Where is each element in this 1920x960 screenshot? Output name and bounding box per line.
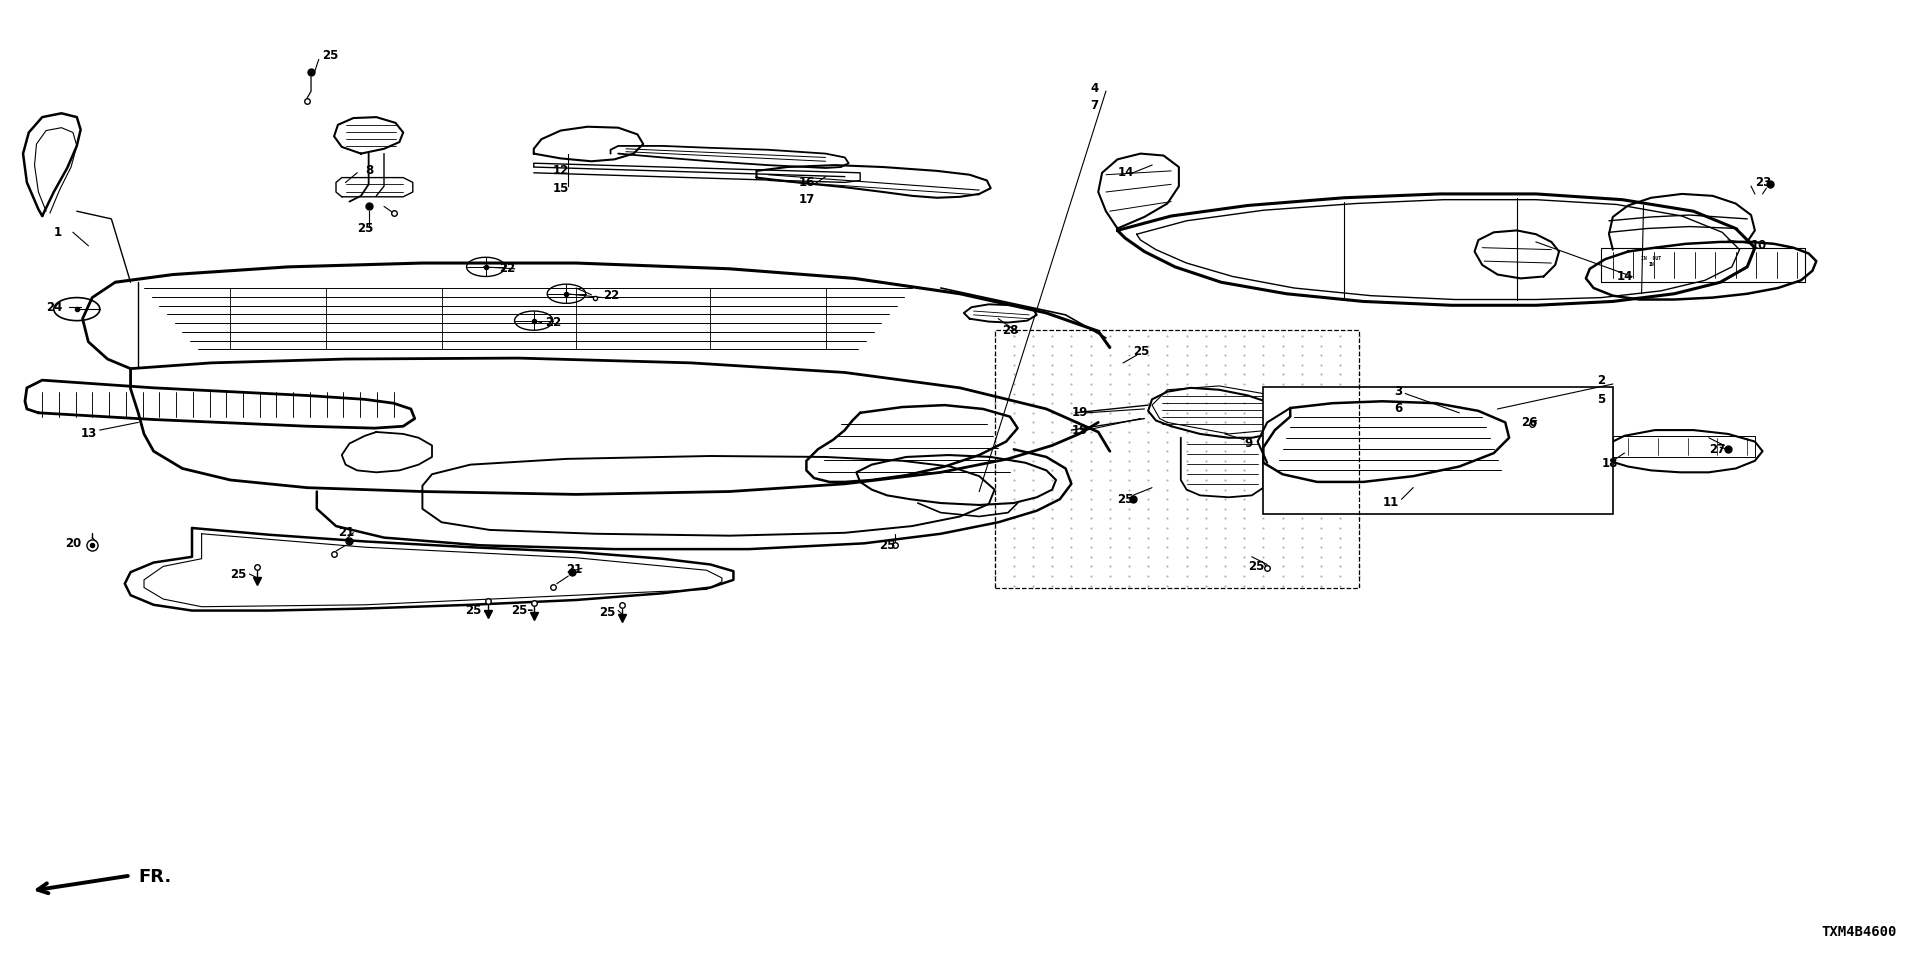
Text: 25: 25 bbox=[599, 606, 616, 619]
Text: 25: 25 bbox=[1248, 560, 1265, 573]
Text: TXM4B4600: TXM4B4600 bbox=[1822, 924, 1897, 939]
Text: 7: 7 bbox=[1091, 99, 1098, 112]
Text: IN  OUT
IN: IN OUT IN bbox=[1642, 255, 1661, 267]
Text: 2: 2 bbox=[1597, 373, 1605, 387]
Text: 14: 14 bbox=[1117, 166, 1135, 180]
Text: 15: 15 bbox=[553, 181, 570, 195]
Text: 25: 25 bbox=[879, 539, 897, 552]
Text: 14: 14 bbox=[1617, 270, 1634, 283]
Text: 23: 23 bbox=[1755, 176, 1770, 189]
Text: 5: 5 bbox=[1597, 393, 1605, 406]
Text: 21: 21 bbox=[338, 526, 353, 540]
Text: 26: 26 bbox=[1521, 416, 1538, 429]
Text: 18: 18 bbox=[1601, 457, 1619, 470]
Text: 3: 3 bbox=[1394, 385, 1402, 398]
Text: 4: 4 bbox=[1091, 82, 1098, 95]
Text: 12: 12 bbox=[553, 164, 568, 178]
Text: 6: 6 bbox=[1394, 402, 1402, 416]
Text: 22: 22 bbox=[499, 262, 515, 276]
Text: 22: 22 bbox=[545, 316, 561, 329]
Text: 20: 20 bbox=[65, 537, 81, 550]
Text: 25: 25 bbox=[230, 567, 248, 581]
Text: 9: 9 bbox=[1244, 437, 1252, 450]
Text: 10: 10 bbox=[1751, 239, 1766, 252]
Text: 16: 16 bbox=[799, 176, 816, 189]
Text: 17: 17 bbox=[799, 193, 814, 206]
Text: 25: 25 bbox=[357, 222, 374, 235]
Text: 27: 27 bbox=[1709, 443, 1724, 456]
Text: 28: 28 bbox=[1002, 324, 1020, 337]
Text: 19: 19 bbox=[1071, 423, 1089, 437]
Text: 25–: 25– bbox=[511, 604, 534, 617]
Text: 25: 25 bbox=[1133, 345, 1150, 358]
Text: 21: 21 bbox=[566, 563, 582, 576]
Text: 8: 8 bbox=[365, 164, 372, 178]
Text: 25: 25 bbox=[465, 604, 482, 617]
Bar bbox=[1263, 387, 1613, 514]
Text: FR.: FR. bbox=[138, 869, 171, 886]
Text: 25: 25 bbox=[323, 49, 340, 62]
Text: 19: 19 bbox=[1071, 406, 1089, 420]
Text: 13: 13 bbox=[81, 427, 96, 441]
Text: 25: 25 bbox=[1117, 492, 1135, 506]
Text: 22: 22 bbox=[603, 289, 618, 302]
Text: 11: 11 bbox=[1382, 495, 1398, 509]
Text: 24: 24 bbox=[46, 300, 63, 314]
Text: 1: 1 bbox=[54, 226, 61, 239]
Bar bbox=[995, 330, 1359, 588]
